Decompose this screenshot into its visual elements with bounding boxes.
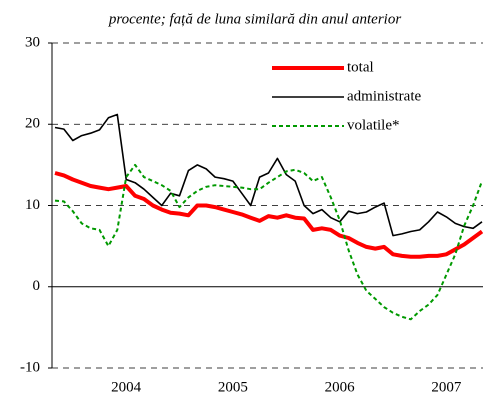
- legend-label: volatile*: [347, 117, 400, 133]
- y-tick-label: 0: [33, 278, 41, 294]
- series-line: [54, 113, 483, 237]
- y-tick-label: 20: [25, 116, 40, 132]
- legend-label: total: [347, 59, 374, 75]
- x-tick-label: 2006: [325, 379, 356, 395]
- x-tick-label: 2005: [218, 379, 248, 395]
- y-tick-label: -10: [20, 359, 40, 375]
- chart-subtitle: procente; față de luna similară din anul…: [108, 11, 402, 27]
- y-tick-label: 30: [25, 34, 40, 50]
- legend-label: administrate: [347, 88, 421, 104]
- series-line: [54, 171, 483, 259]
- x-tick-label: 2004: [111, 379, 142, 395]
- x-tick-label: 2007: [431, 379, 462, 395]
- y-tick-label: 10: [25, 197, 40, 213]
- series-line: [54, 163, 483, 321]
